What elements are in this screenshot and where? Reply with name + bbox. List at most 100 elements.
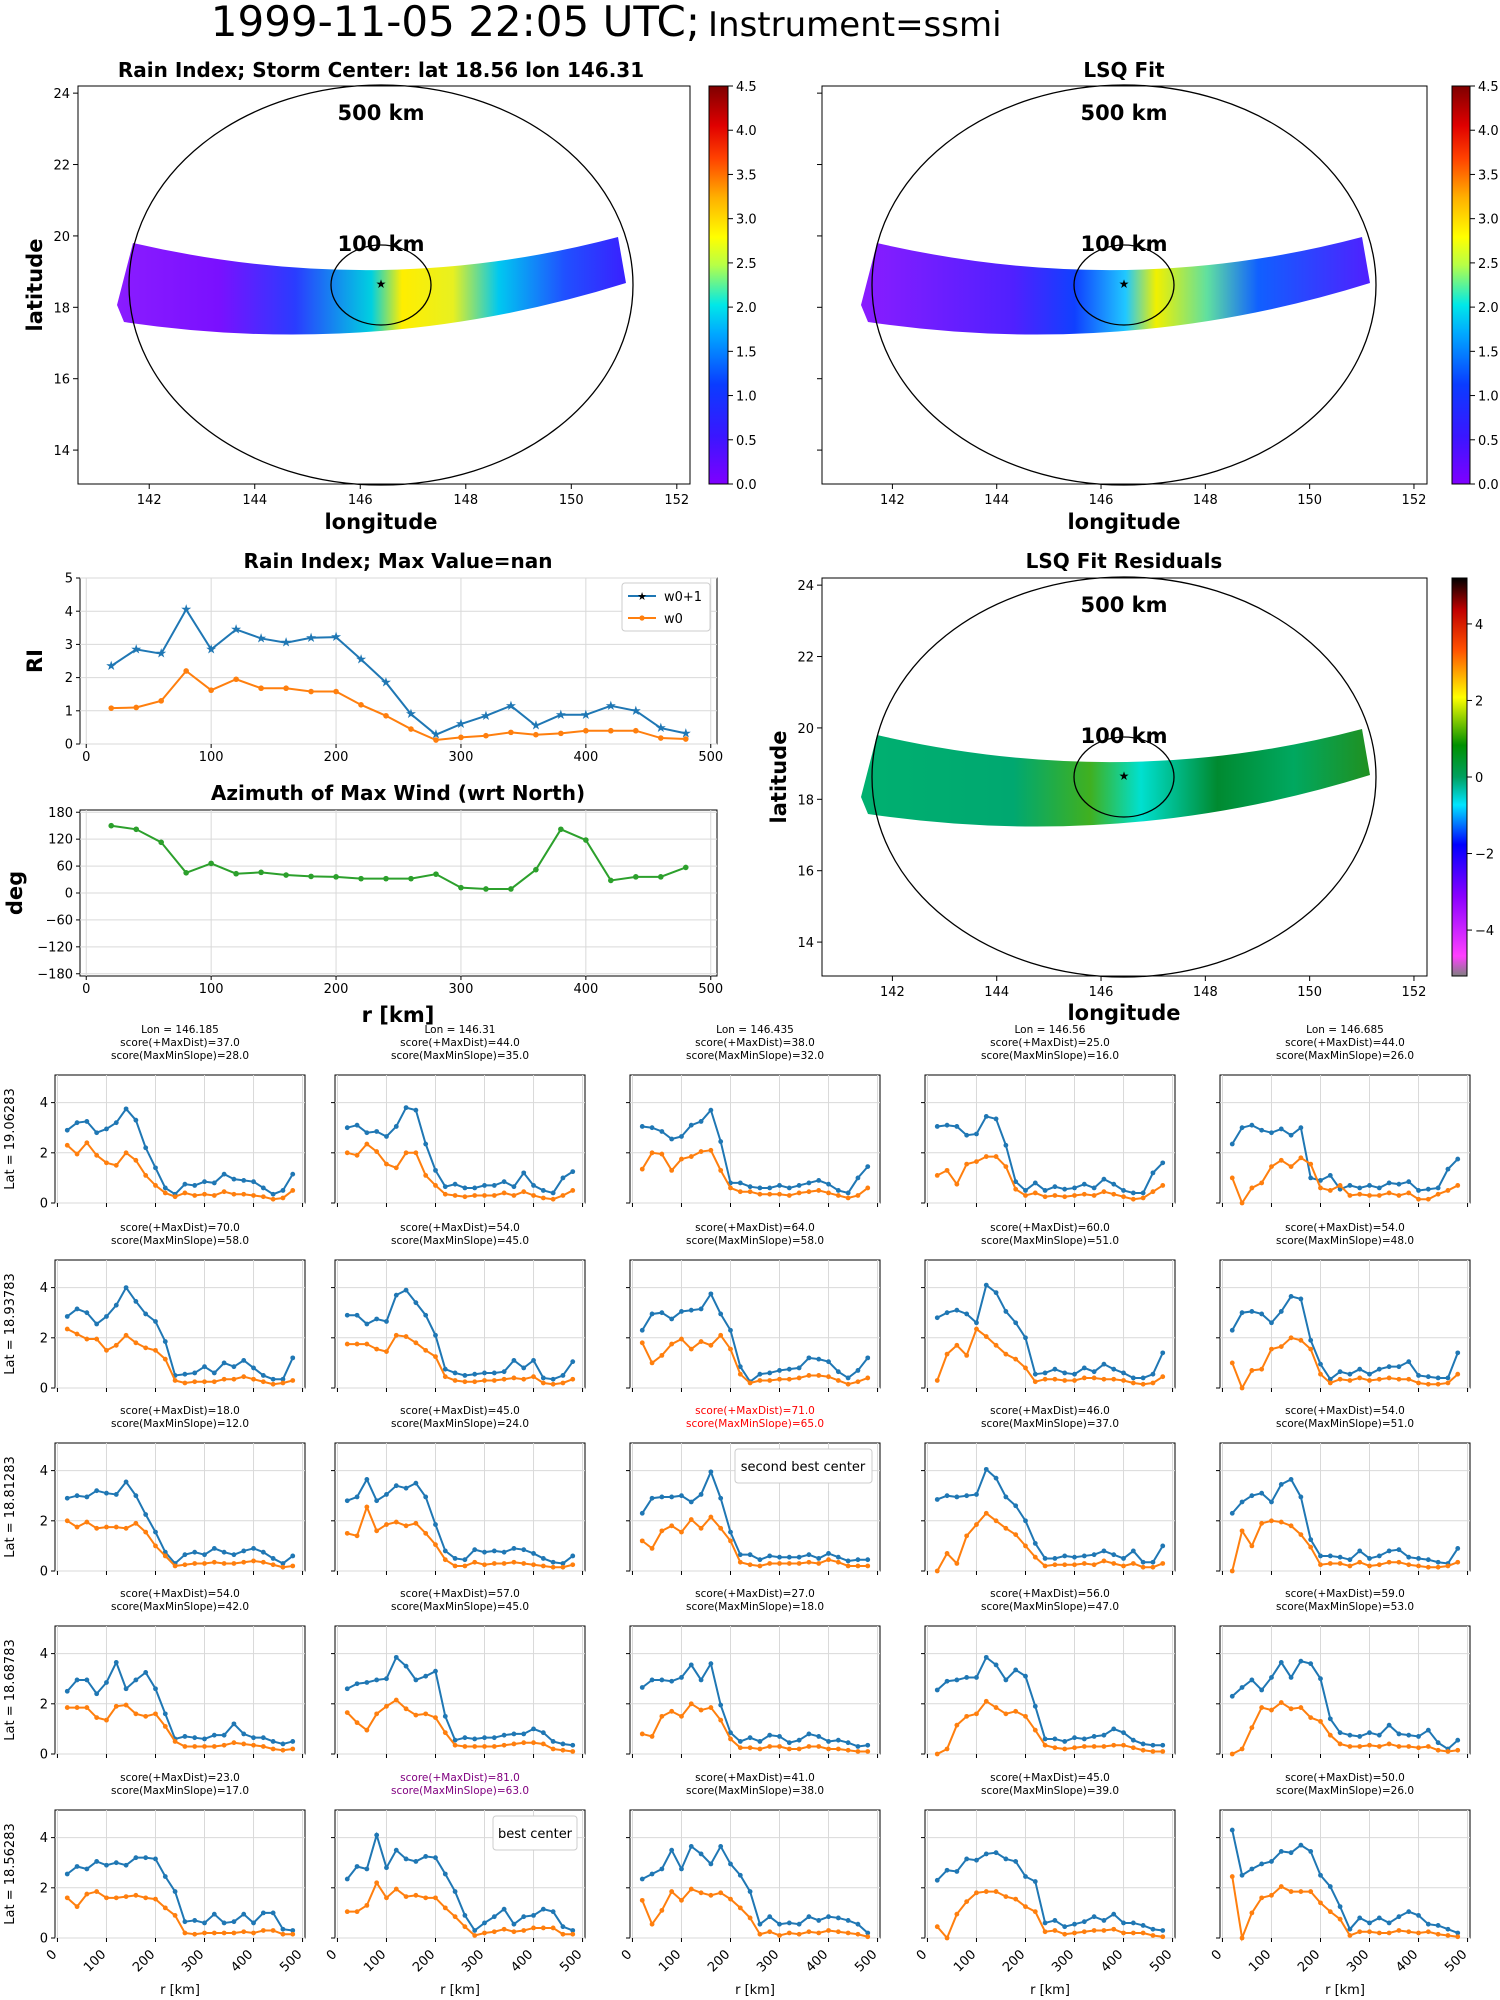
ring-100km-label: 100 km	[338, 232, 425, 256]
w0p1-point	[1337, 1730, 1343, 1736]
w0-point	[260, 1194, 266, 1200]
w0-point	[374, 1528, 380, 1534]
w0p1-point	[501, 1732, 507, 1738]
w0-point	[1042, 1563, 1048, 1569]
w0-point	[1337, 1741, 1343, 1747]
colorbar-tick-label: 4	[1475, 618, 1483, 633]
w0-point	[560, 1931, 566, 1937]
w0-point	[796, 1931, 802, 1937]
w0-point	[1239, 1200, 1245, 1206]
w0-point	[364, 1504, 370, 1510]
w0p1-point	[1003, 1677, 1009, 1683]
w0-point	[433, 1183, 438, 1188]
w0p1-point	[993, 1290, 999, 1296]
y-tick-label: 2	[40, 1146, 48, 1161]
ri-w0-line	[111, 669, 686, 742]
w0-point	[1150, 1749, 1156, 1754]
w0-point	[806, 1559, 812, 1565]
w0p1-point	[737, 1552, 743, 1558]
w0-point	[1032, 1379, 1038, 1385]
score-maxdist: score(+MaxDist)=23.0	[120, 1772, 240, 1784]
w0-point	[133, 1711, 139, 1717]
w0p1-point	[855, 1368, 861, 1373]
w0p1-point	[1121, 1188, 1126, 1193]
w0p1-point	[1160, 1742, 1166, 1748]
ri-w0-point	[133, 704, 140, 711]
w0p1-point	[698, 1851, 704, 1857]
w0p1-point	[747, 1889, 753, 1894]
w0p1-point	[679, 1675, 684, 1680]
w0p1-point	[540, 1730, 546, 1736]
x-tick-label: 200	[705, 1947, 733, 1975]
panel-plot	[64, 1285, 296, 1387]
w0-point	[202, 1561, 207, 1566]
w0p1-point	[94, 1321, 100, 1327]
w0-point	[251, 1930, 256, 1936]
w0-point	[231, 1376, 237, 1382]
w0p1-point	[708, 1291, 714, 1297]
w0p1-point	[491, 1548, 497, 1554]
w0p1-point	[162, 1874, 168, 1879]
w0-point	[1239, 1935, 1245, 1941]
candidate-panel-r1-c4: score(+MaxDist)=54.0score(MaxMinSlope)=4…	[1216, 1222, 1471, 1392]
w0p1-point	[865, 1557, 871, 1563]
w0p1-point	[1003, 1494, 1009, 1500]
w0p1-point	[192, 1183, 198, 1188]
w0-point	[1052, 1562, 1058, 1568]
storm-center-star: ★	[1119, 277, 1130, 291]
w0-point	[718, 1890, 724, 1896]
w0-point	[767, 1191, 773, 1197]
w0-point	[221, 1742, 227, 1748]
w0-point	[172, 1913, 178, 1918]
w0-point	[954, 1561, 960, 1566]
w0p1-point	[679, 1493, 684, 1499]
w0p1-point	[491, 1914, 497, 1920]
w0-point	[1130, 1380, 1136, 1386]
w0-point	[747, 1915, 753, 1921]
y-tick-label: 2	[40, 1881, 48, 1896]
azimuth-point	[533, 866, 539, 873]
colorbar-tick-label: 2.0	[1478, 301, 1499, 316]
w0p1-point	[1032, 1180, 1038, 1186]
w0-point	[1367, 1193, 1372, 1198]
w0p1-point	[290, 1171, 296, 1177]
w0-point	[1269, 1707, 1274, 1713]
candidate-panel-r3-c3: score(+MaxDist)=56.0score(MaxMinSlope)=4…	[921, 1588, 1176, 1758]
w0-point	[1013, 1896, 1019, 1902]
w0p1-point	[1435, 1923, 1441, 1928]
w0p1-point	[1111, 1911, 1117, 1917]
panel-plot	[934, 1114, 1166, 1202]
w0-point	[1121, 1930, 1126, 1936]
w0p1-point	[501, 1906, 507, 1912]
w0p1-point	[728, 1529, 733, 1535]
w0-point	[1072, 1745, 1077, 1751]
w0p1-point	[659, 1494, 665, 1500]
w0p1-point	[1386, 1920, 1392, 1926]
w0p1-point	[162, 1711, 168, 1717]
w0p1-point	[728, 1327, 733, 1333]
w0p1-point	[1130, 1375, 1136, 1381]
w0-point	[669, 1889, 675, 1894]
w0p1-point	[1072, 1371, 1077, 1377]
w0-point	[393, 1697, 399, 1703]
w0-point	[570, 1931, 576, 1937]
w0-point	[983, 1154, 989, 1159]
w0-point	[143, 1345, 149, 1351]
w0p1-point	[182, 1552, 188, 1558]
w0-point	[826, 1190, 831, 1196]
w0-point	[1367, 1929, 1372, 1935]
w0-point	[1357, 1744, 1363, 1749]
rain-index-colorbar	[708, 85, 729, 485]
w0p1-point	[1396, 1914, 1402, 1920]
lon-tick-label: 150	[559, 493, 584, 508]
w0-point	[639, 1897, 645, 1903]
w0-point	[211, 1193, 217, 1198]
w0p1-point	[1396, 1364, 1402, 1370]
w0-point	[1072, 1378, 1077, 1383]
w0p1-point	[260, 1910, 266, 1916]
w0p1-point	[560, 1373, 566, 1378]
w0p1-point	[344, 1498, 350, 1504]
lon-tick-label: 144	[242, 493, 267, 508]
x-tick-label: 500	[698, 982, 723, 997]
ring-500km	[871, 576, 1377, 978]
